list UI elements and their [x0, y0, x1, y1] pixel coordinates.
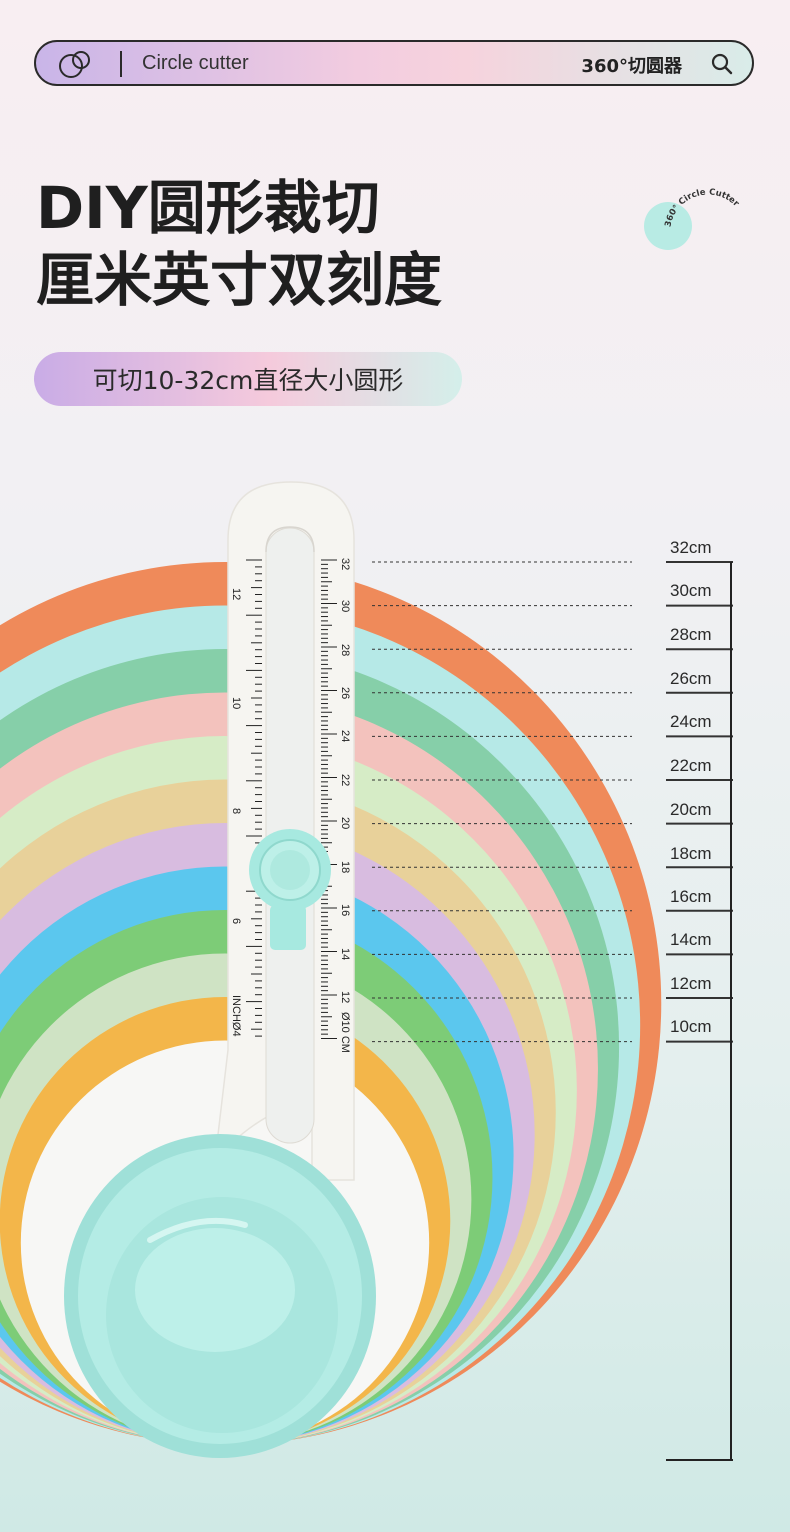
- search-icon[interactable]: [710, 52, 734, 76]
- size-label: 32cm: [670, 538, 712, 557]
- divider: [120, 51, 122, 77]
- size-label: 18cm: [670, 844, 712, 863]
- size-label: 30cm: [670, 581, 712, 600]
- cm-label: 32: [339, 558, 351, 570]
- size-label: 28cm: [670, 625, 712, 644]
- inch-label: 10: [230, 697, 242, 709]
- size-label: 16cm: [670, 887, 712, 906]
- overlapping-circles-icon: [59, 51, 90, 78]
- circle-cutter-badge: 360° Circle Cutter: [644, 187, 741, 250]
- size-label: 10cm: [670, 1017, 712, 1036]
- size-label: 12cm: [670, 974, 712, 993]
- cm-label: Ø10 CM: [339, 1012, 351, 1053]
- inch-label: 12: [230, 588, 242, 600]
- cm-label: 28: [339, 644, 351, 656]
- cm-label: 26: [339, 687, 351, 699]
- headline-line-1: DIY圆形裁切: [36, 174, 380, 242]
- cm-label: 14: [339, 948, 351, 960]
- cm-label: 16: [339, 904, 351, 916]
- cm-label: 12: [339, 991, 351, 1003]
- size-label: 20cm: [670, 800, 712, 819]
- cm-label: 30: [339, 600, 351, 612]
- size-label: 22cm: [670, 756, 712, 775]
- cm-label: 22: [339, 774, 351, 786]
- size-label: 24cm: [670, 712, 712, 731]
- size-label: 26cm: [670, 669, 712, 688]
- product-name: 360°切圆器: [581, 56, 682, 77]
- inch-label: 6: [230, 918, 242, 924]
- cm-label: 24: [339, 730, 351, 742]
- cm-label: 20: [339, 817, 351, 829]
- pill-text: 可切10-32cm直径大小圆形: [92, 366, 404, 395]
- cm-label: 18: [339, 861, 351, 873]
- app-title: Circle cutter: [142, 52, 249, 74]
- size-label: 14cm: [670, 930, 712, 949]
- inch-label: INCHØ4: [230, 995, 242, 1037]
- circle-cutter-tool: [64, 481, 376, 1458]
- diameter-pill: 可切10-32cm直径大小圆形: [34, 352, 462, 406]
- slider-knob[interactable]: [249, 829, 331, 950]
- inch-label: 8: [230, 808, 242, 814]
- headline: DIY圆形裁切 厘米英寸双刻度: [36, 172, 442, 316]
- headline-line-2: 厘米英寸双刻度: [36, 246, 443, 314]
- cutter-base-dome: [64, 1134, 376, 1458]
- top-bar: Circle cutter 360°切圆器: [34, 40, 754, 86]
